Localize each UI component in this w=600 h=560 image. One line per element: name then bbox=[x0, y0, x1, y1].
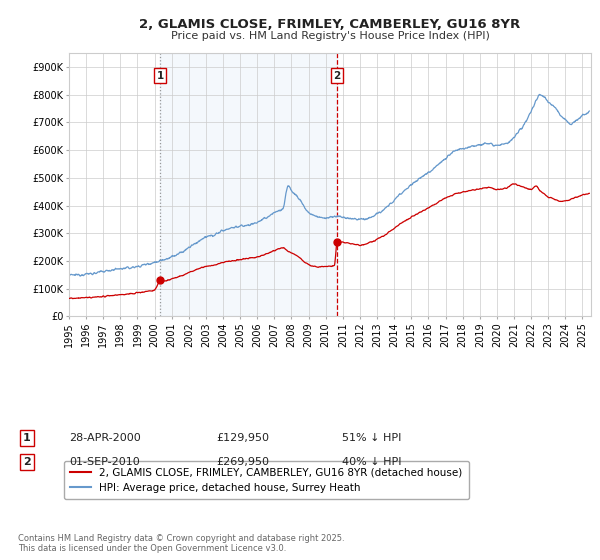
Text: Price paid vs. HM Land Registry's House Price Index (HPI): Price paid vs. HM Land Registry's House … bbox=[170, 31, 490, 41]
Text: 40% ↓ HPI: 40% ↓ HPI bbox=[342, 457, 401, 467]
Text: 01-SEP-2010: 01-SEP-2010 bbox=[69, 457, 140, 467]
Text: 1: 1 bbox=[23, 433, 31, 443]
Text: 2: 2 bbox=[23, 457, 31, 467]
Text: 2: 2 bbox=[334, 71, 341, 81]
Text: 2, GLAMIS CLOSE, FRIMLEY, CAMBERLEY, GU16 8YR: 2, GLAMIS CLOSE, FRIMLEY, CAMBERLEY, GU1… bbox=[139, 18, 521, 31]
Text: £129,950: £129,950 bbox=[216, 433, 269, 443]
Text: 51% ↓ HPI: 51% ↓ HPI bbox=[342, 433, 401, 443]
Bar bbox=[160, 53, 337, 316]
Text: £269,950: £269,950 bbox=[216, 457, 269, 467]
Text: 1: 1 bbox=[157, 71, 164, 81]
Text: Contains HM Land Registry data © Crown copyright and database right 2025.
This d: Contains HM Land Registry data © Crown c… bbox=[18, 534, 344, 553]
Legend: 2, GLAMIS CLOSE, FRIMLEY, CAMBERLEY, GU16 8YR (detached house), HPI: Average pri: 2, GLAMIS CLOSE, FRIMLEY, CAMBERLEY, GU1… bbox=[64, 461, 469, 499]
Text: 28-APR-2000: 28-APR-2000 bbox=[69, 433, 141, 443]
